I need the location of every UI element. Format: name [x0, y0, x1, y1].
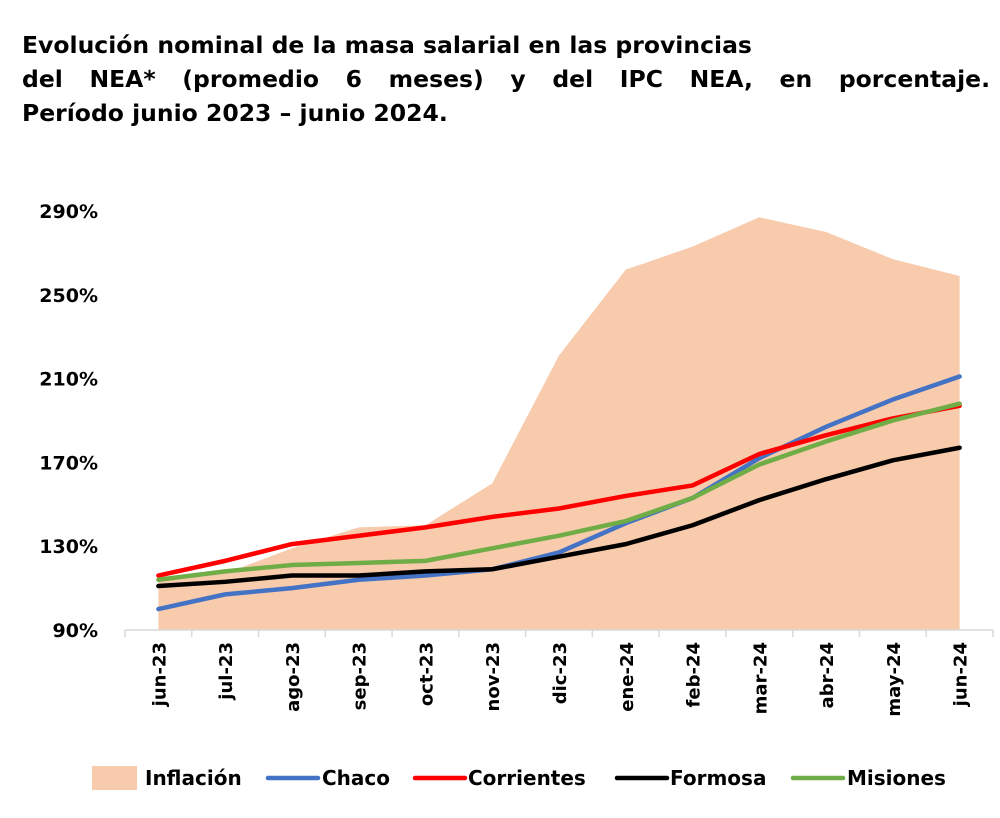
legend: Inflación Chaco Corrientes Formosa Misiones [92, 766, 946, 790]
line-formosa [156, 445, 962, 589]
x-tick-label: jul-23 [216, 642, 237, 701]
legend-label: Inflación [145, 766, 242, 790]
x-tick-label: may-24 [884, 642, 905, 717]
x-tick-label: jun-23 [149, 642, 170, 707]
x-tick-label: oct-23 [416, 642, 437, 706]
legend-label: Misiones [847, 766, 946, 790]
legend-item-corrientes: Corrientes [412, 766, 586, 790]
y-tick-label: 290% [39, 201, 98, 223]
area-inflacion [158, 217, 960, 630]
legend-item-formosa: Formosa [614, 766, 766, 790]
line-chaco [156, 374, 962, 612]
chart-title-line-3: Período junio 2023 – junio 2024. [22, 99, 448, 127]
x-tick-label: ago-23 [283, 642, 304, 712]
chart-title-line-2: del NEA* (promedio 6 meses) y del IPC NE… [22, 65, 990, 93]
x-tick-label: abr-24 [817, 642, 838, 708]
legend-item-misiones: Misiones [790, 766, 946, 790]
legend-label: Corrientes [468, 766, 586, 790]
chart-title-line-1: Evolución nominal de la masa salarial en… [22, 31, 752, 59]
x-tick-label: ene-24 [617, 642, 638, 712]
y-tick-label: 90% [53, 620, 98, 642]
x-tick-label: mar-24 [750, 642, 771, 714]
area-layer [158, 217, 960, 630]
legend-label: Chaco [322, 766, 390, 790]
y-axis: 90% 130% 170% 210% 250% 290% [39, 201, 98, 642]
legend-label: Formosa [670, 766, 766, 790]
y-tick-label: 210% [39, 369, 98, 391]
x-axis-labels: jun-23 jul-23 ago-23 sep-23 oct-23 nov-23 dic-… [149, 642, 971, 717]
x-tick-label: sep-23 [350, 642, 371, 710]
lines-layer [156, 374, 962, 612]
chart-title: Evolución nominal de la masa salarial en… [22, 28, 992, 130]
line-corrientes [156, 403, 962, 578]
line-misiones [156, 401, 962, 582]
legend-item-inflacion: Inflación [92, 766, 242, 790]
y-tick-label: 250% [39, 285, 98, 307]
x-tick-label: feb-24 [684, 642, 705, 707]
y-tick-label: 170% [39, 452, 98, 474]
x-tick-label: dic-23 [550, 642, 571, 704]
x-axis [124, 629, 994, 637]
x-tick-label: nov-23 [483, 642, 504, 711]
legend-item-chaco: Chaco [265, 766, 390, 790]
legend-swatch-inflacion [92, 766, 137, 790]
y-tick-label: 130% [39, 536, 98, 558]
x-tick-label: jun-24 [951, 642, 972, 707]
